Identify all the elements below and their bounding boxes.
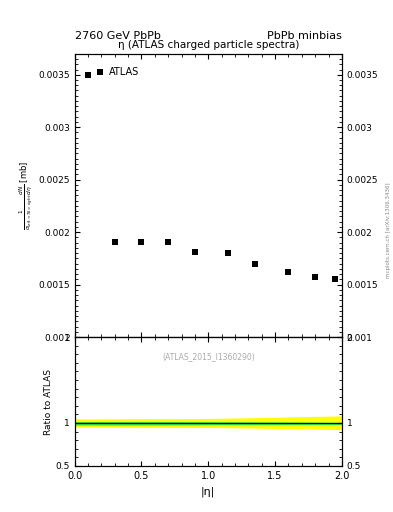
ATLAS bbox=[333, 276, 338, 283]
Text: PbPb minbias: PbPb minbias bbox=[267, 31, 342, 41]
ATLAS bbox=[286, 269, 291, 275]
Legend: ATLAS: ATLAS bbox=[93, 65, 141, 80]
ATLAS bbox=[253, 261, 257, 267]
ATLAS bbox=[112, 239, 117, 245]
Line: ATLAS: ATLAS bbox=[85, 72, 338, 282]
ATLAS bbox=[86, 72, 90, 78]
ATLAS bbox=[193, 249, 197, 255]
ATLAS bbox=[139, 239, 144, 245]
ATLAS bbox=[166, 239, 171, 245]
Title: η (ATLAS charged particle spectra): η (ATLAS charged particle spectra) bbox=[118, 40, 299, 50]
Y-axis label: $\frac{1}{\sigma_{left<T_A>right}}\frac{dN}{d\eta}$ [mb]: $\frac{1}{\sigma_{left<T_A>right}}\frac{… bbox=[18, 161, 35, 230]
Text: mcplots.cern.ch [arXiv:1306.3436]: mcplots.cern.ch [arXiv:1306.3436] bbox=[386, 183, 391, 278]
ATLAS bbox=[313, 274, 318, 281]
ATLAS bbox=[226, 250, 231, 256]
Text: 2760 GeV PbPb: 2760 GeV PbPb bbox=[75, 31, 161, 41]
Y-axis label: Ratio to ATLAS: Ratio to ATLAS bbox=[44, 369, 53, 435]
Text: (ATLAS_2015_I1360290): (ATLAS_2015_I1360290) bbox=[162, 353, 255, 361]
X-axis label: |η|: |η| bbox=[201, 486, 215, 497]
